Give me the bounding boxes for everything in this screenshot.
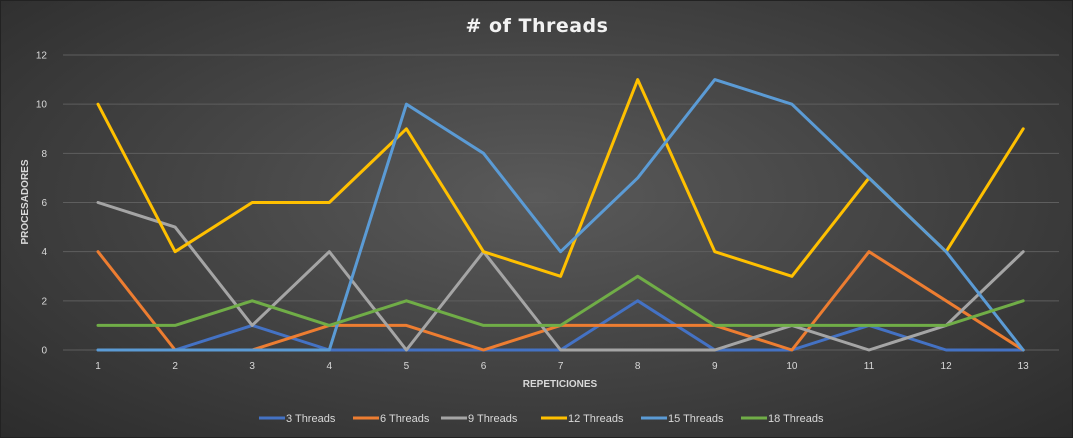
legend-item: 9 Threads bbox=[441, 413, 518, 425]
legend-item: 3 Threads bbox=[259, 413, 336, 425]
legend-label: 12 Threads bbox=[568, 413, 624, 425]
y-tick-label: 8 bbox=[41, 149, 47, 160]
chart-title: # of Threads bbox=[466, 15, 609, 37]
legend-item: 18 Threads bbox=[741, 413, 824, 425]
y-tick-label: 2 bbox=[41, 296, 47, 307]
x-tick-label: 7 bbox=[558, 361, 564, 372]
series-line-18-threads bbox=[96, 274, 1025, 327]
series-line-15-threads bbox=[96, 78, 1025, 352]
x-tick-label: 1 bbox=[95, 361, 101, 372]
x-tick-label: 12 bbox=[941, 361, 953, 372]
x-axis-label: REPETICIONES bbox=[523, 379, 598, 390]
legend-label: 15 Threads bbox=[668, 413, 724, 425]
y-axis-ticks: 0 2 4 6 8 10 12 bbox=[36, 51, 48, 357]
x-tick-label: 3 bbox=[249, 361, 255, 372]
series-line-9-threads bbox=[96, 201, 1025, 352]
x-tick-label: 9 bbox=[712, 361, 718, 372]
legend-item: 6 Threads bbox=[353, 413, 430, 425]
x-tick-label: 2 bbox=[172, 361, 178, 372]
x-tick-label: 11 bbox=[864, 361, 875, 372]
legend-label: 9 Threads bbox=[468, 413, 518, 425]
legend-item: 12 Threads bbox=[541, 413, 624, 425]
y-tick-label: 0 bbox=[41, 346, 47, 357]
gridlines bbox=[63, 54, 1059, 351]
legend-label: 18 Threads bbox=[768, 413, 824, 425]
legend-label: 6 Threads bbox=[380, 413, 430, 425]
legend-label: 3 Threads bbox=[286, 413, 336, 425]
legend: 3 Threads 6 Threads 9 Threads 12 Threads 15 … bbox=[259, 413, 824, 425]
x-tick-label: 13 bbox=[1018, 361, 1030, 372]
x-tick-label: 4 bbox=[327, 361, 333, 372]
y-tick-label: 6 bbox=[41, 198, 47, 209]
x-tick-label: 5 bbox=[404, 361, 410, 372]
y-tick-label: 4 bbox=[41, 247, 47, 258]
x-tick-label: 10 bbox=[786, 361, 798, 372]
x-tick-label: 8 bbox=[635, 361, 641, 372]
y-axis-label: PROCESADORES bbox=[20, 159, 31, 244]
legend-item: 15 Threads bbox=[641, 413, 724, 425]
x-tick-label: 6 bbox=[481, 361, 487, 372]
y-tick-label: 10 bbox=[36, 100, 48, 111]
y-tick-label: 12 bbox=[36, 51, 48, 62]
x-axis-ticks: 1 2 3 4 5 6 7 8 9 10 11 12 13 bbox=[95, 361, 1029, 372]
series-lines bbox=[96, 78, 1025, 352]
series-line-12-threads bbox=[96, 78, 1025, 278]
